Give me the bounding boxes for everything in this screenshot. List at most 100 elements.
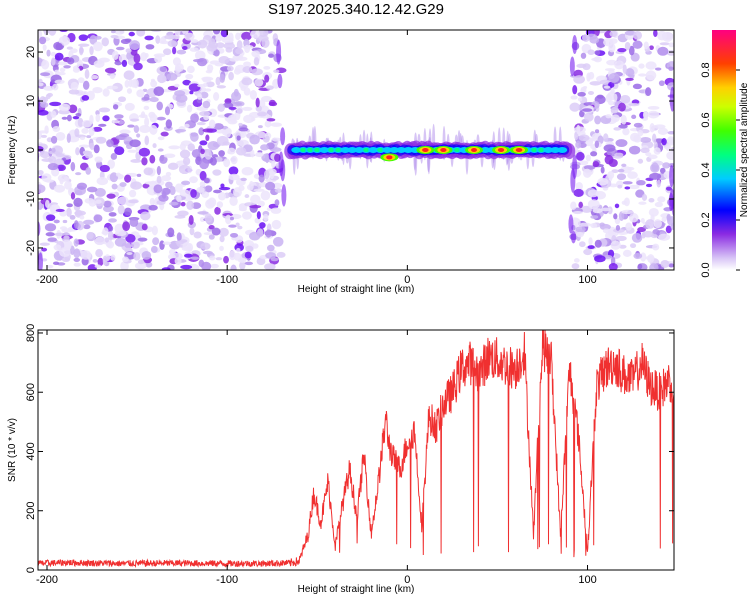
heatmap-noise-blob: [250, 30, 260, 39]
heatmap-noise-blob: [144, 35, 154, 41]
heatmap-noise-blob: [44, 223, 57, 232]
heatmap-noise-blob: [657, 30, 667, 41]
heatmap-noise-blob: [220, 30, 229, 38]
heatmap-noise-blob: [256, 211, 261, 220]
heatmap-noise-blob: [192, 58, 204, 63]
heatmap-noise-blob: [271, 160, 276, 169]
heatmap-noise-blob: [573, 188, 584, 197]
heatmap-noise-blob: [124, 102, 135, 111]
heatmap-noise-blob: [645, 70, 657, 81]
heatmap-noise-blob: [204, 149, 212, 160]
heatmap-noise-blob: [575, 226, 586, 233]
heatmap-noise-blob: [218, 186, 231, 191]
heatmap-noise-blob: [123, 207, 132, 216]
heatmap-noise-blob: [665, 225, 672, 234]
heatmap-noise-blob: [633, 253, 643, 260]
heatmap-noise-blob: [640, 147, 650, 154]
heatmap-noise-blob: [260, 144, 269, 151]
heatmap-noise-blob: [138, 114, 148, 119]
heatmap-noise-blob: [569, 102, 581, 112]
heatmap-noise-blob: [578, 134, 590, 142]
heatmap-noise-blob: [56, 164, 66, 172]
heatmap-noise-blob: [46, 92, 53, 98]
heatmap-noise-blob: [647, 254, 655, 263]
heatmap-noise-blob: [219, 73, 226, 83]
heatmap-noise-blob: [241, 77, 253, 86]
heatmap-noise-blob: [95, 110, 100, 116]
heatmap-noise-blob: [110, 30, 116, 34]
heatmap-noise-blob: [590, 151, 598, 157]
heatmap-noise-blob: [187, 143, 195, 151]
heatmap-noise-blob: [46, 264, 54, 269]
heatmap-band-core: [403, 147, 414, 153]
heatmap-noise-blob: [190, 132, 199, 142]
heatmap-noise-blob: [42, 44, 47, 51]
heatmap-noise-blob: [272, 236, 284, 247]
heatmap-noise-blob: [64, 180, 72, 190]
heatmap-noise-blob: [199, 181, 206, 188]
heatmap-noise-blob: [162, 241, 172, 246]
heatmap-noise-blob: [175, 63, 184, 72]
heatmap-noise-blob: [66, 114, 72, 122]
heatmap-noise-blob: [230, 155, 238, 165]
heatmap-noise-blob: [590, 222, 598, 229]
heatmap-noise-blob: [651, 162, 659, 172]
heatmap-noise-blob: [150, 80, 158, 88]
heatmap-noise-blob: [159, 66, 167, 73]
heatmap-noise-blob: [250, 194, 261, 205]
heatmap-noise-blob: [137, 237, 148, 242]
heatmap-noise-blob: [169, 201, 179, 206]
heatmap-noise-blob: [224, 128, 232, 138]
heatmap-noise-blob: [153, 184, 163, 194]
heatmap-noise-blob: [617, 184, 623, 189]
heatmap-noise-blob: [202, 128, 214, 133]
heatmap-noise-blob: [621, 200, 627, 205]
heatmap-noise-blob: [169, 186, 176, 196]
heatmap-noise-blob: [55, 208, 65, 212]
heatmap-band-core: [557, 147, 568, 153]
heatmap-noise-blob: [587, 189, 599, 198]
heatmap-noise-blob: [79, 215, 85, 220]
heatmap-noise-blob: [180, 201, 186, 207]
heatmap-noise-blob: [136, 173, 142, 177]
heatmap-noise-blob: [605, 114, 612, 119]
heatmap-noise-blob: [38, 169, 44, 176]
heatmap-noise-blob: [137, 259, 145, 265]
heatmap-noise-blob: [230, 264, 237, 270]
heatmap-noise-blob: [625, 68, 635, 77]
snr-x-axis-label: Height of straight line (km): [298, 584, 415, 595]
heatmap-noise-blob: [216, 85, 227, 89]
heatmap-noise-blob: [637, 129, 644, 137]
heatmap-noise-blob: [571, 263, 580, 270]
heatmap-noise-blob: [187, 263, 200, 270]
heatmap-noise-blob: [141, 157, 148, 166]
heatmap-noise-blob: [180, 264, 193, 270]
heatmap-noise-blob: [68, 89, 80, 95]
heatmap-noise-blob: [213, 189, 222, 194]
heatmap-noise-blob: [164, 106, 171, 116]
heatmap-noise-blob: [654, 67, 662, 71]
heatmap-noise-blob: [126, 251, 133, 256]
heatmap-noise-blob: [643, 110, 648, 121]
heatmap-noise-blob: [163, 153, 176, 159]
heatmap-noise-blob: [174, 129, 187, 133]
heatmap-noise-blob: [235, 32, 241, 41]
heatmap-noise-blob: [249, 90, 257, 100]
heatmap-noise-blob: [603, 85, 611, 89]
heatmap-noise-blob: [95, 199, 102, 204]
heatmap-noise-blob: [69, 215, 76, 220]
heatmap-noise-blob: [70, 161, 76, 172]
heatmap-noise-blob: [243, 87, 251, 96]
heatmap-noise-blob: [107, 230, 114, 241]
heatmap-noise-blob: [207, 197, 217, 208]
heatmap-noise-blob: [120, 38, 131, 45]
colorbar-tick-label: 0.0: [700, 262, 712, 277]
heatmap-noise-blob: [128, 31, 135, 37]
heatmap-noise-blob: [119, 182, 127, 187]
heatmap-noise-blob: [80, 250, 92, 260]
heatmap-noise-blob: [236, 248, 241, 253]
heatmap-noise-blob: [156, 101, 164, 111]
heatmap-noise-blob: [179, 189, 191, 197]
heatmap-streak: [570, 230, 576, 244]
heatmap-noise-blob: [235, 222, 240, 227]
